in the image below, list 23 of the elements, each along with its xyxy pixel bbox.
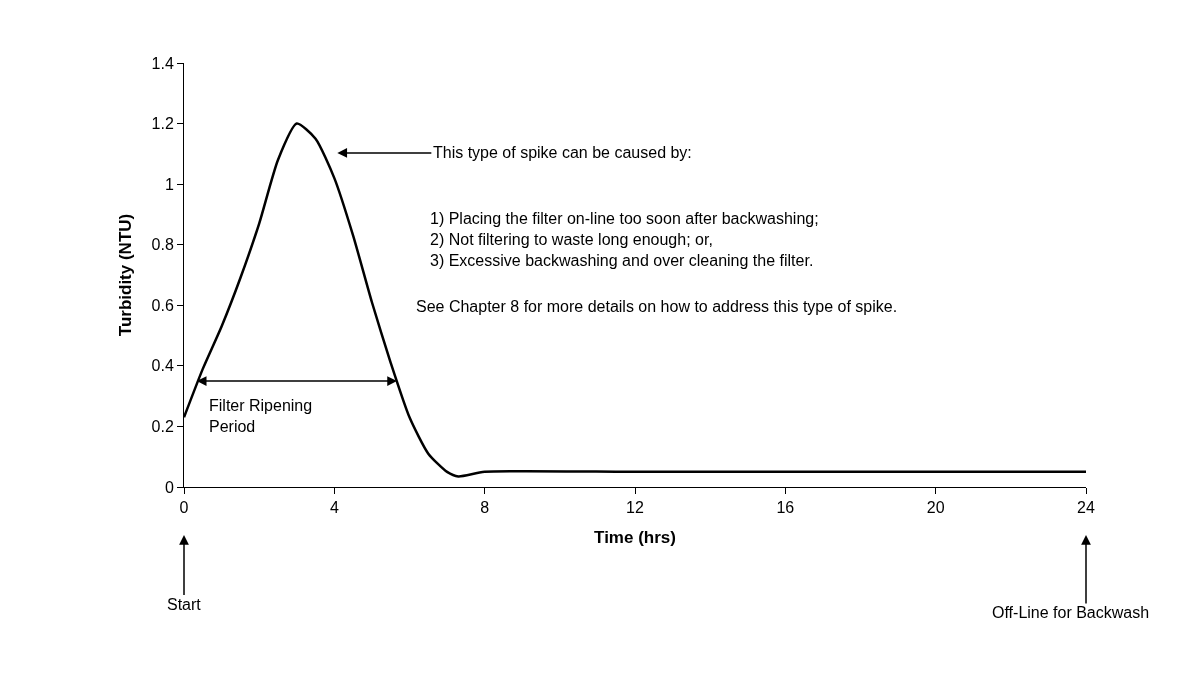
- annotation: Filter Ripening Period: [209, 397, 313, 435]
- x-tick-label: 16: [776, 499, 795, 517]
- x-tick-label: 24: [1077, 499, 1095, 517]
- text: Start: [167, 596, 202, 613]
- y-tick-label: 1.4: [151, 54, 174, 72]
- x-tick-label: 0: [179, 499, 189, 517]
- y-tick-label: 1.2: [151, 115, 174, 133]
- y-tick-label: 0: [164, 478, 174, 496]
- text: Off-Line for Backwash: [992, 604, 1150, 621]
- x-tick-label: 20: [926, 499, 945, 517]
- x-tick-label: 8: [480, 499, 490, 517]
- x-tick-label: 4: [329, 499, 339, 517]
- y-tick-label: 0.2: [151, 418, 174, 436]
- x-axis-title: Time (hrs): [594, 527, 676, 547]
- y-axis-title: Turbidity (NTU): [116, 213, 136, 337]
- annotation: 1) Placing the filter on-line too soon after backwashing; 2) Not filtering to waste long enough; or, 3) Excessive backwashing and over cleaning the filter.: [430, 210, 819, 269]
- y-tick-label: 0.6: [151, 296, 174, 314]
- annotation: See Chapter 8 for more details on how to address this type of spike.: [416, 298, 898, 315]
- y-tick-label: 1: [164, 175, 174, 193]
- x-tick-label: 12: [626, 499, 644, 517]
- annotation: This type of spike can be caused by:: [433, 144, 692, 161]
- y-tick-label: 0.4: [151, 357, 174, 375]
- y-tick-label: 0.8: [151, 236, 174, 254]
